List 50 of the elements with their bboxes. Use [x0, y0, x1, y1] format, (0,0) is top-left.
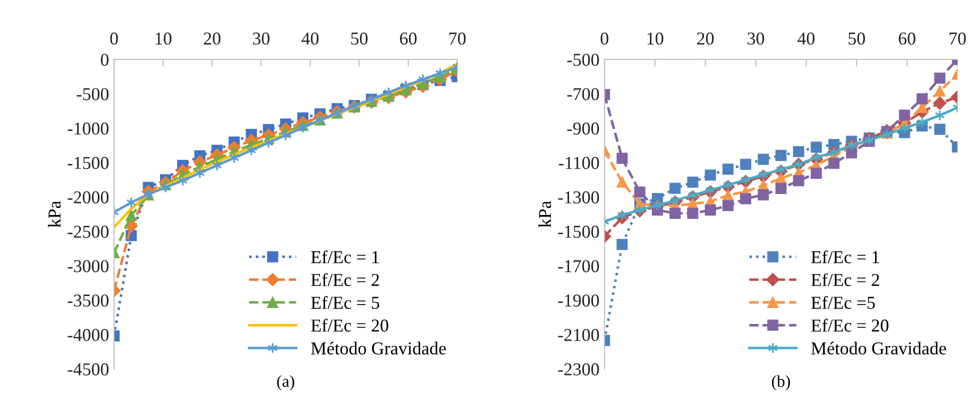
legend-label: Ef/Ec =5: [811, 296, 875, 309]
y-tick-label: -4500: [68, 363, 109, 376]
x-tick-label: 10: [156, 32, 172, 45]
x-tick-label: 0: [600, 32, 608, 45]
y-tick-label: -2500: [68, 226, 109, 238]
y-tick-label: -1000: [68, 122, 109, 135]
x-tick-label: 70: [950, 32, 966, 45]
x-tick-label: 30: [252, 32, 270, 45]
y-tick-label: -1700: [558, 260, 599, 272]
x-tick-label: 50: [351, 32, 368, 45]
y-axis-title: kPa: [538, 200, 552, 228]
legend-label: Método Gravidade: [811, 342, 946, 354]
y-tick-label: -1300: [558, 191, 599, 204]
x-tick-label: 70: [449, 32, 466, 45]
y-tick-label: -700: [567, 88, 599, 100]
y-tick-label: -4000: [68, 328, 109, 342]
x-tick-label: 40: [798, 32, 815, 45]
y-axis-title: kPa: [48, 200, 61, 228]
legend-label: Ef/Ec = 2: [311, 273, 379, 286]
x-tick-label: 40: [302, 32, 319, 45]
y-tick-label: -2300: [558, 363, 599, 376]
y-tick-label: -1500: [558, 226, 599, 238]
x-tick-label: 0: [110, 32, 118, 45]
y-tick-label: -3000: [68, 260, 109, 272]
y-tick-label: -2100: [558, 328, 599, 342]
legend-label: Método Gravidade: [311, 342, 446, 354]
x-tick-label: 50: [848, 32, 865, 45]
legend-label: Ef/Ec = 5: [311, 296, 380, 309]
y-tick-label: -500: [76, 88, 109, 100]
x-tick-label: 30: [748, 32, 764, 45]
x-tick-label: 20: [697, 32, 714, 45]
y-tick-label: -900: [567, 122, 599, 135]
x-tick-label: 20: [204, 32, 220, 45]
y-tick-label: -2000: [68, 191, 109, 204]
y-tick-label: -3500: [68, 294, 109, 307]
x-tick-label: 10: [647, 32, 664, 45]
text: (b): [772, 375, 790, 390]
legend-label: Ef/Ec = 2: [811, 273, 880, 286]
legend-label: Ef/Ec = 1: [811, 250, 879, 264]
y-tick-label: 0: [100, 54, 109, 66]
y-tick-label: -1900: [558, 294, 599, 307]
legend-label: Ef/Ec = 20: [811, 318, 888, 332]
y-tick-label: -1500: [68, 156, 109, 170]
legend-label: Ef/Ec = 20: [311, 318, 388, 332]
y-tick-label: -1100: [558, 156, 599, 170]
y-tick-label: -500: [567, 54, 599, 66]
text: (a): [277, 375, 294, 390]
legend-label: Ef/Ec = 1: [311, 250, 379, 264]
x-tick-label: 60: [400, 32, 417, 45]
x-tick-label: 60: [898, 32, 916, 45]
